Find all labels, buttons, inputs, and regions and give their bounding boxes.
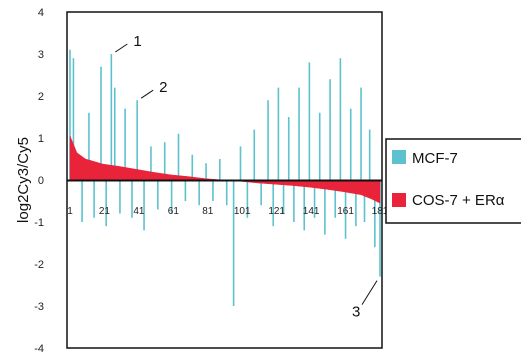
y-tick-label: -3 <box>34 301 44 313</box>
x-tick-labels: 1 21 41 61 81 101 121 141 161 181 <box>67 206 389 217</box>
y-tick-labels: 4 3 2 1 0 -1 -2 -3 -4 <box>34 7 44 353</box>
x-tick-label: 181 <box>372 206 389 217</box>
legend-swatch-mcf7 <box>392 150 406 164</box>
legend-swatch-cos7 <box>392 193 406 207</box>
y-axis-label: log2Cy3/Cy5 <box>15 137 32 223</box>
y-tick-label: 2 <box>38 91 44 103</box>
x-tick-label: 121 <box>268 206 285 217</box>
legend-label-mcf7: MCF-7 <box>412 150 458 167</box>
x-tick-label: 1 <box>67 206 73 217</box>
annotation-label: 2 <box>159 79 167 96</box>
x-tick-label: 81 <box>202 206 214 217</box>
y-tick-label: 4 <box>38 7 44 19</box>
y-tick-label: -2 <box>34 259 44 271</box>
legend-box <box>385 138 521 224</box>
x-tick-label: 61 <box>168 206 180 217</box>
bars-group <box>69 49 381 306</box>
y-tick-label: -4 <box>34 343 44 353</box>
legend: MCF-7 COS-7 + ERα <box>385 138 521 224</box>
annotation-arrow <box>115 43 128 53</box>
y-tick-label: 1 <box>38 133 44 145</box>
annotation-arrow <box>140 89 154 99</box>
x-tick-label: 21 <box>99 206 111 217</box>
x-tick-label: 101 <box>234 206 251 217</box>
annotation-arrow <box>361 280 378 305</box>
annotations-group: 1 2 3 <box>115 33 378 321</box>
annotation-label: 1 <box>133 33 141 50</box>
legend-label-cos7: COS-7 + ERα <box>412 192 505 209</box>
y-tick-label: 3 <box>38 49 44 61</box>
y-tick-label: 0 <box>38 175 44 187</box>
x-tick-label: 41 <box>133 206 145 217</box>
annotation-label: 3 <box>352 304 360 321</box>
y-tick-label: -1 <box>34 217 44 229</box>
x-tick-label: 161 <box>337 206 354 217</box>
x-tick-label: 141 <box>303 206 320 217</box>
